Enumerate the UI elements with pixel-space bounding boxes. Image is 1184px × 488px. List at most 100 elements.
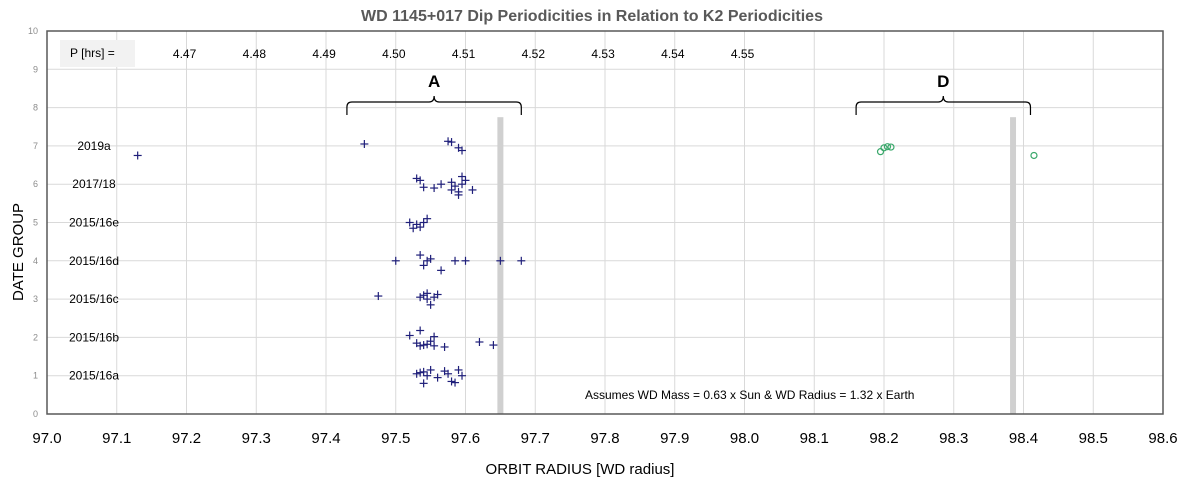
data-point-plus bbox=[437, 180, 446, 189]
data-point-circle bbox=[1030, 151, 1038, 160]
x-tick-label: 97.3 bbox=[242, 430, 271, 447]
x-tick-label: 97.9 bbox=[660, 430, 689, 447]
x-tick-label: 97.2 bbox=[172, 430, 201, 447]
data-point-plus bbox=[430, 184, 439, 193]
data-points bbox=[133, 137, 1038, 388]
data-point-plus bbox=[416, 293, 425, 302]
data-point-plus bbox=[440, 342, 449, 351]
data-point-plus bbox=[412, 174, 421, 183]
data-point-plus bbox=[426, 365, 435, 374]
data-point-plus bbox=[416, 368, 425, 377]
y-tick-label: 8 bbox=[33, 103, 38, 113]
data-point-plus bbox=[489, 341, 498, 350]
plot-frame bbox=[46, 30, 1164, 415]
period-header-box bbox=[60, 40, 135, 67]
x-tick-label: 97.5 bbox=[381, 430, 410, 447]
data-point-plus bbox=[458, 371, 467, 380]
data-point-plus bbox=[454, 190, 463, 199]
period-label: 4.47 bbox=[173, 47, 197, 61]
data-point-plus bbox=[419, 291, 428, 300]
data-point-plus bbox=[444, 369, 453, 378]
x-tick-label: 98.6 bbox=[1148, 430, 1177, 447]
data-point-plus bbox=[423, 371, 432, 380]
y-tick-label: 10 bbox=[28, 26, 38, 36]
period-label: 4.52 bbox=[522, 47, 546, 61]
data-point-plus bbox=[133, 151, 142, 160]
x-tick-label: 97.0 bbox=[32, 430, 61, 447]
x-tick-label: 98.3 bbox=[939, 430, 968, 447]
data-point-plus bbox=[423, 289, 432, 298]
period-label: 4.53 bbox=[591, 47, 615, 61]
bracket-d bbox=[855, 95, 1032, 115]
data-point-plus bbox=[451, 256, 460, 265]
y-tick-label: 9 bbox=[33, 64, 38, 74]
data-point-plus bbox=[430, 332, 439, 341]
y-tick-label: 2 bbox=[33, 332, 38, 342]
y-tick-label: 0 bbox=[33, 409, 38, 419]
data-point-plus bbox=[419, 367, 428, 376]
data-point-circle bbox=[883, 143, 892, 151]
bracket-label: A bbox=[428, 72, 440, 91]
date-group-label: 2015/16a bbox=[69, 369, 119, 383]
k2-period-line bbox=[497, 117, 504, 415]
data-point-plus bbox=[517, 256, 526, 265]
period-label: 4.54 bbox=[661, 47, 685, 61]
data-point-plus bbox=[426, 300, 435, 309]
x-tick-label: 97.6 bbox=[451, 430, 480, 447]
data-point-plus bbox=[419, 183, 428, 192]
x-tick-label: 98.5 bbox=[1079, 430, 1108, 447]
date-group-label: 2015/16c bbox=[69, 292, 118, 306]
y-tick-label: 5 bbox=[33, 218, 38, 228]
data-point-plus bbox=[437, 266, 446, 275]
data-point-plus bbox=[374, 292, 383, 301]
data-point-plus bbox=[419, 341, 428, 350]
date-group-labels: 2015/16a 2015/16b 2015/16c 2015/16d 2015/16e… bbox=[69, 139, 119, 383]
data-point-circle bbox=[876, 148, 885, 156]
data-point-plus bbox=[416, 326, 425, 335]
y-axis-title: DATE GROUP bbox=[10, 203, 27, 301]
data-point-plus bbox=[451, 182, 460, 191]
x-tick-labels: 97.0 97.1 97.2 97.3 97.4 97.5 97.6 97.7 97.8 97.9… bbox=[32, 430, 1177, 447]
data-point-plus bbox=[458, 172, 467, 181]
data-point-plus bbox=[419, 261, 428, 270]
data-point-plus bbox=[433, 290, 442, 299]
x-tick-label: 98.1 bbox=[800, 430, 829, 447]
bracket-a bbox=[346, 95, 522, 115]
data-point-plus bbox=[451, 378, 460, 387]
data-point-plus bbox=[419, 218, 428, 227]
data-point-plus bbox=[423, 256, 432, 265]
data-point-plus bbox=[461, 256, 470, 265]
data-point-circle bbox=[880, 144, 888, 152]
data-point-plus bbox=[391, 256, 400, 265]
data-point-plus bbox=[405, 331, 414, 340]
x-tick-label: 98.2 bbox=[869, 430, 898, 447]
x-axis-title: ORBIT RADIUS [WD radius] bbox=[486, 461, 675, 478]
x-tick-label: 97.4 bbox=[311, 430, 340, 447]
period-label: 4.55 bbox=[731, 47, 755, 61]
y-tick-labels: 0 1 2 3 4 5 6 7 8 9 10 bbox=[28, 26, 38, 419]
data-point-plus bbox=[447, 138, 456, 147]
y-tick-label: 6 bbox=[33, 179, 38, 189]
data-point-plus bbox=[447, 377, 456, 386]
data-point-plus bbox=[475, 337, 484, 346]
data-point-plus bbox=[458, 146, 467, 155]
x-tick-label: 97.1 bbox=[102, 430, 131, 447]
chart-title: WD 1145+017 Dip Periodicities in Relatio… bbox=[361, 8, 823, 25]
date-group-label: 2015/16d bbox=[69, 254, 119, 268]
period-label: 4.50 bbox=[382, 47, 406, 61]
data-point-circle bbox=[887, 143, 895, 151]
data-point-plus bbox=[468, 185, 477, 194]
date-group-label: 2019a bbox=[77, 139, 111, 153]
data-point-plus bbox=[416, 176, 425, 185]
data-point-plus bbox=[496, 256, 505, 265]
data-point-plus bbox=[447, 178, 456, 187]
period-label: 4.49 bbox=[312, 47, 336, 61]
data-point-plus bbox=[416, 251, 425, 260]
date-group-label: 2015/16e bbox=[69, 216, 119, 230]
data-point-plus bbox=[419, 379, 428, 388]
grid-layer bbox=[46, 30, 1164, 415]
period-labels: 4.47 4.48 4.49 4.50 4.51 4.52 4.53 4.54 4.55 bbox=[173, 47, 755, 61]
x-tick-label: 97.7 bbox=[521, 430, 550, 447]
data-point-plus bbox=[433, 373, 442, 382]
